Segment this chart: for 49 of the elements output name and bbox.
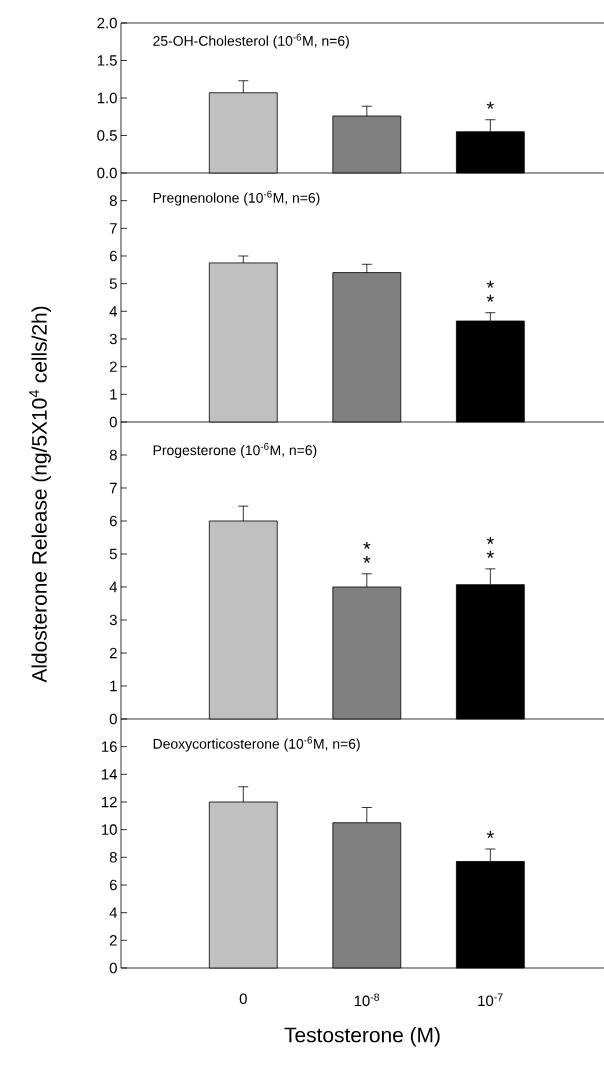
y-tick-label: 12	[101, 796, 117, 808]
y-tick-label: 0.0	[97, 167, 117, 179]
annotation: *	[486, 831, 494, 839]
y-tick-label: 7	[109, 482, 117, 494]
y-tick-label: 2	[109, 647, 117, 659]
y-tick-label: 0	[109, 713, 117, 725]
y-tick-label: 4	[109, 907, 117, 918]
y-tick-label: 8	[109, 852, 117, 863]
x-tick-label: 10$^{-8}$	[354, 993, 379, 1007]
y-tick-label: 0	[109, 416, 117, 428]
annotation: *	[486, 280, 494, 288]
y-tick-label: 8	[109, 195, 117, 206]
annotation: *	[486, 101, 494, 109]
y-tick-label: 6	[109, 250, 117, 262]
y-axis-title: Aldosterone Release (ng/5X10$^{4}$ cells/2h)	[28, 306, 51, 683]
y-tick-label: 3	[109, 333, 117, 345]
text: 25-OH-Cholesterol (10$^{-6}$M, n=6)	[153, 33, 349, 49]
y-tick-label: 16	[101, 741, 117, 752]
y-tick-label: 4	[109, 581, 117, 593]
y-tick-label: 6	[109, 879, 117, 891]
x-axis-title: Testosterone (M)	[284, 1027, 440, 1047]
text: Deoxycorticosterone (10$^{-6}$M, n=6)	[153, 736, 360, 752]
y-tick-label: 14	[101, 769, 117, 780]
y-tick-label: 5	[109, 278, 117, 289]
y-tick-label: 8	[109, 449, 117, 461]
y-tick-label: 2	[109, 361, 117, 372]
annotation: *	[363, 555, 371, 563]
y-tick-label: 1.5	[97, 55, 117, 66]
y-tick-label: 2.0	[97, 17, 117, 29]
x-tick-label: 0	[239, 993, 247, 1005]
text: Progesterone (10$^{-6}$M, n=6)	[153, 443, 317, 458]
y-tick-label: 6	[109, 515, 117, 527]
y-tick-label: 3	[109, 614, 117, 626]
y-tick-label: 4	[109, 306, 117, 317]
annotation: *	[486, 294, 494, 302]
annotation: *	[486, 536, 494, 544]
y-tick-label: 5	[109, 548, 117, 560]
annotation: *	[486, 550, 494, 558]
y-tick-label: 1.0	[97, 92, 117, 104]
y-tick-label: 0	[109, 962, 117, 974]
text: Pregnenolone (10$^{-6}$M, n=6)	[153, 190, 320, 206]
x-tick-label: 10$^{-7}$	[478, 993, 503, 1007]
y-tick-label: 2	[109, 935, 117, 946]
y-tick-label: 10	[101, 824, 117, 835]
y-tick-label: 0.5	[97, 130, 117, 141]
y-tick-label: 1	[110, 389, 117, 400]
y-tick-label: 1	[110, 680, 117, 692]
y-tick-label: 7	[109, 223, 117, 234]
annotation: *	[363, 541, 371, 549]
